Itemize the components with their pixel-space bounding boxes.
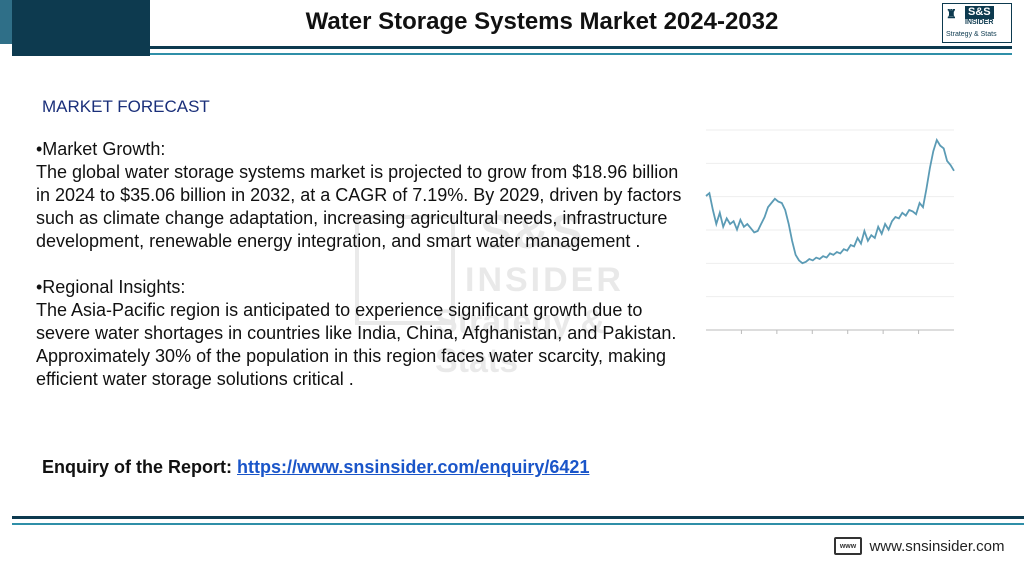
enquiry-label: Enquiry of the Report: xyxy=(42,457,232,477)
regional-insights-title: •Regional Insights: xyxy=(36,277,186,297)
footer-rule xyxy=(12,516,1024,519)
footer-url[interactable]: www.snsinsider.com xyxy=(869,537,1005,555)
watermark-building-icon xyxy=(355,215,455,325)
corner-block xyxy=(12,0,150,56)
body-text: •Market Growth: The global water storage… xyxy=(36,138,686,391)
watermark-line1: S&S xyxy=(480,206,585,259)
section-heading: MARKET FORECAST xyxy=(42,97,210,116)
enquiry-link[interactable]: https://www.snsinsider.com/enquiry/6421 xyxy=(237,457,590,477)
logo-tagline: Strategy & Stats xyxy=(946,31,997,38)
enquiry-line: Enquiry of the Report: https://www.snsin… xyxy=(42,457,589,478)
header-rule-thin xyxy=(150,53,1012,55)
market-growth-body: The global water storage systems market … xyxy=(36,162,682,251)
logo-sub: INSIDER xyxy=(965,19,994,26)
sns-insider-logo: ♜ S&S INSIDER Strategy & Stats xyxy=(942,3,1012,43)
watermark-line2: INSIDER xyxy=(465,261,624,299)
www-icon: www xyxy=(834,537,862,555)
watermark-line3: Strategy & Stats xyxy=(435,303,606,380)
footer-rule-thin xyxy=(12,523,1024,525)
market-growth-title: •Market Growth: xyxy=(36,139,166,159)
header-rule xyxy=(150,46,1012,49)
watermark: S&S INSIDER Strategy & Stats xyxy=(355,185,675,380)
corner-accent xyxy=(0,0,12,44)
series-line xyxy=(705,137,955,265)
page-title: Water Storage Systems Market 2024-2032 xyxy=(305,8,779,35)
footer-website: www www.snsinsider.com xyxy=(834,537,1005,559)
logo-chess-icon: ♜ xyxy=(946,7,957,21)
trend-chart xyxy=(705,129,955,334)
regional-insights-body: The Asia-Pacific region is anticipated t… xyxy=(36,300,677,389)
logo-brand: S&S xyxy=(965,6,994,19)
